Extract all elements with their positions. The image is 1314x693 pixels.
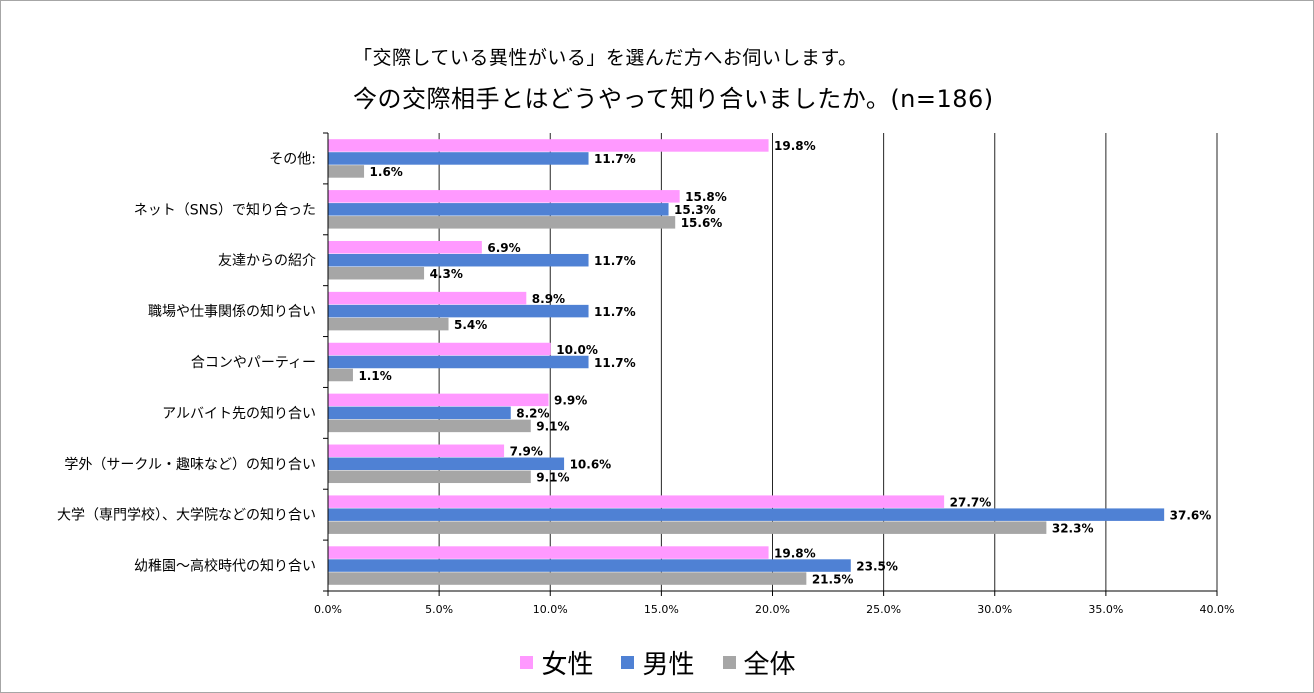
bar-8-0 [328,546,769,559]
value-label-1-2: 15.6% [681,216,723,230]
bar-4-2 [328,368,353,382]
category-label-8: 幼稚園～高校時代の知り合い [134,558,316,575]
x-tick-label-5: 25.0% [866,603,901,616]
value-label-6-0: 7.9% [510,445,543,459]
bar-3-2 [328,317,449,331]
legend-item-male: 男性 [621,644,695,681]
value-label-5-1: 8.2% [516,407,549,421]
bar-2-2 [328,266,425,280]
value-label-0-0: 19.8% [774,139,816,153]
bar-7-0 [328,495,945,508]
x-tick-label-6: 30.0% [977,603,1012,616]
legend-label-male: 男性 [642,650,695,680]
legend-swatch-female [520,656,534,669]
value-label-7-1: 37.6% [1170,508,1212,522]
category-label-3: 職場や仕事関係の知り合い [148,303,316,320]
category-label-0: その他: [269,151,316,167]
value-label-2-0: 6.9% [487,241,520,255]
bar-8-1 [328,559,851,572]
x-tick-label-3: 15.0% [644,603,679,616]
bar-6-0 [328,444,505,458]
bar-0-2 [328,165,365,178]
value-label-0-2: 1.6% [370,165,403,179]
legend-item-total: 全体 [722,644,796,681]
bar-6-1 [328,457,565,471]
bar-7-2 [328,521,1047,534]
value-label-8-2: 21.5% [812,572,854,586]
x-tick-label-4: 20.0% [755,603,790,616]
value-label-2-1: 11.7% [594,254,636,268]
value-label-1-1: 15.3% [674,203,716,217]
category-label-5: アルバイト先の知り合い [162,405,316,422]
bar-1-2 [328,216,676,229]
value-label-0-1: 11.7% [594,152,636,166]
value-label-6-2: 9.1% [536,471,569,485]
chart-title: 「交際している異性がいる」を選んだ方へお伺いします。 [353,47,858,69]
category-label-4: 合コンやパーティー [191,355,316,371]
bar-1-1 [328,203,669,216]
value-label-2-2: 4.3% [430,267,463,281]
bar-5-1 [328,406,511,420]
category-label-6: 学外（サークル・趣味など）の知り合い [64,456,316,473]
value-label-4-2: 1.1% [358,369,391,383]
value-label-5-2: 9.1% [536,420,569,434]
category-label-1: ネット（SNS）で知り合った [134,201,316,218]
x-tick-label-1: 5.0% [425,603,453,616]
category-label-7: 大学（専門学校）、大学院などの知り合い [57,507,316,524]
x-tick-label-2: 10.0% [533,603,568,616]
value-label-5-0: 9.9% [554,394,587,408]
chart-subtitle: 今の交際相手とはどうやって知り合いましたか。(n=186) [353,85,994,113]
bar-5-2 [328,419,531,433]
value-label-7-0: 27.7% [950,495,992,509]
bar-0-0 [328,139,769,152]
bar-0-1 [328,152,589,165]
bar-2-1 [328,253,589,267]
bar-7-1 [328,508,1165,521]
value-label-6-1: 10.6% [570,458,612,472]
x-tick-label-7: 35.0% [1088,603,1123,616]
value-label-3-2: 5.4% [454,318,487,332]
bar-2-0 [328,240,482,254]
value-label-8-0: 19.8% [774,546,816,560]
value-label-7-2: 32.3% [1052,521,1094,535]
value-label-4-1: 11.7% [594,356,636,370]
legend-swatch-male [621,656,635,669]
bar-3-0 [328,291,527,305]
legend: 女性 男性 全体 [1,644,1314,681]
legend-swatch-total [722,656,736,669]
bar-4-0 [328,342,551,356]
bar-5-0 [328,393,549,407]
legend-label-female: 女性 [541,650,594,680]
value-label-3-1: 11.7% [594,305,636,319]
value-label-3-0: 8.9% [532,292,565,306]
category-label-2: 友達からの紹介 [218,253,316,269]
bar-1-0 [328,190,680,203]
value-label-8-1: 23.5% [856,559,898,573]
bar-3-1 [328,304,589,318]
bar-8-2 [328,572,807,585]
value-label-1-0: 15.8% [685,190,727,204]
x-tick-label-8: 40.0% [1200,603,1235,616]
x-tick-label-0: 0.0% [314,603,342,616]
legend-label-total: 全体 [743,650,796,680]
legend-item-female: 女性 [520,644,593,681]
value-label-4-0: 10.0% [556,343,598,357]
bar-4-1 [328,355,589,369]
bar-6-2 [328,470,531,484]
